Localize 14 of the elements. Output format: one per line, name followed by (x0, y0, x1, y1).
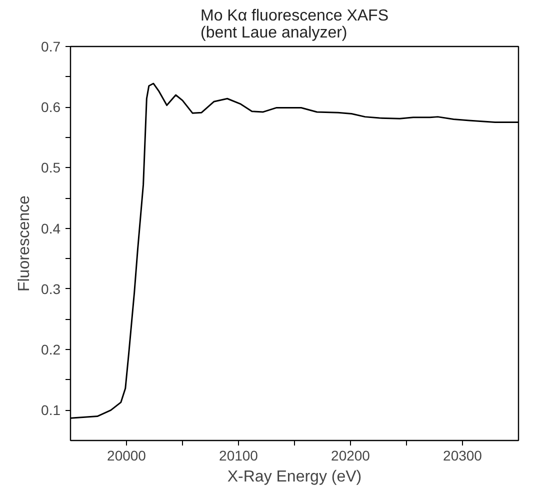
x-tick-label: 20000 (107, 448, 146, 464)
y-tick-label: 0.4 (41, 220, 61, 236)
chart-title: Mo Kα fluorescence XAFS (bent Laue analyzer) (200, 8, 389, 42)
y-tick-label: 0.6 (41, 99, 61, 116)
y-tick-label: 0.2 (41, 342, 61, 358)
y-tick-label: 0.3 (41, 280, 61, 297)
x-axis-title: X-Ray Energy (eV) (227, 468, 362, 486)
y-tick-label: 0.5 (41, 160, 61, 176)
x-tick-label: 20300 (443, 448, 482, 464)
x-tick-label: 20200 (331, 448, 370, 464)
x-tick-label: 20100 (219, 448, 258, 464)
y-tick-label: 0.7 (41, 38, 61, 54)
y-axis-title: Fluorescence (16, 195, 34, 292)
y-tick-label: 0.1 (41, 402, 61, 418)
